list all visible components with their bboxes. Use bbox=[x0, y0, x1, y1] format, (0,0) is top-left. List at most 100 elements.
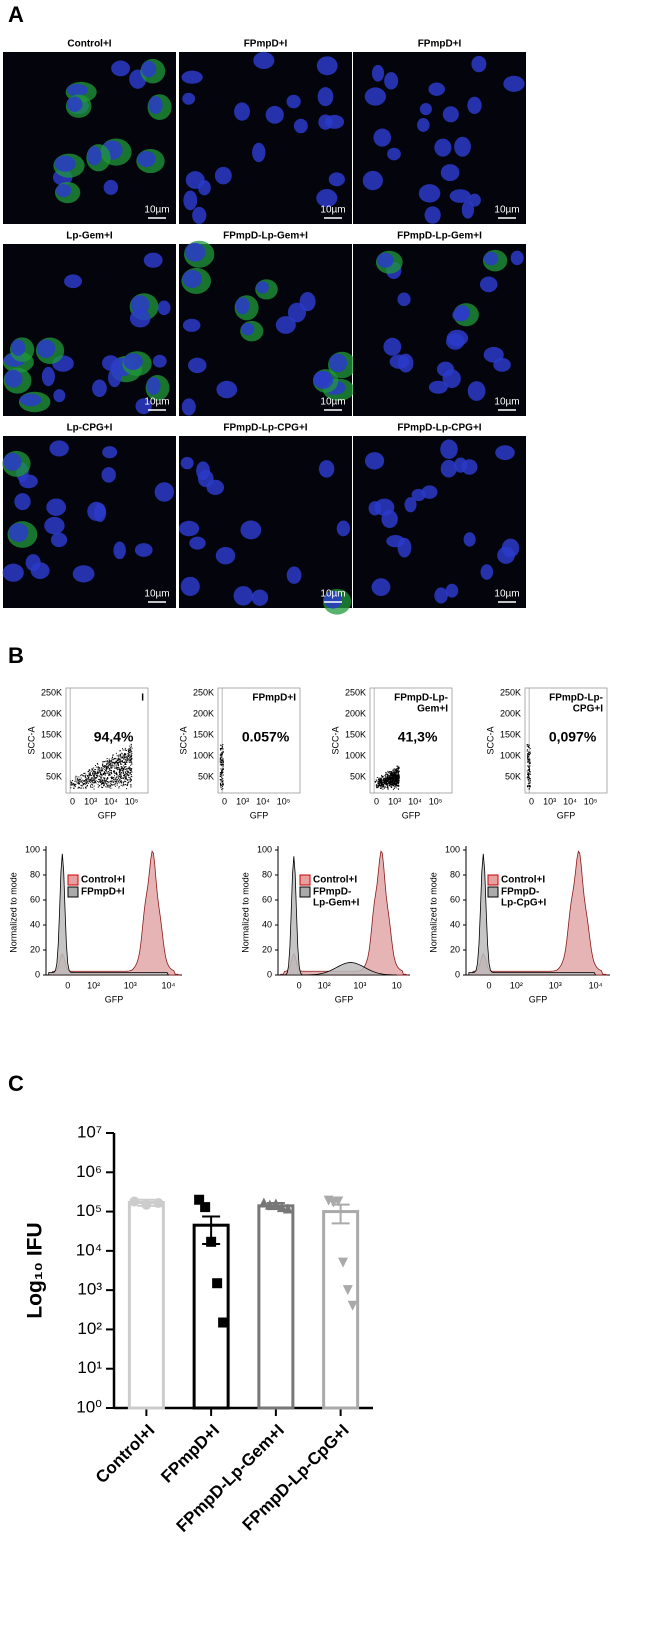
event bbox=[130, 769, 132, 771]
event bbox=[123, 773, 125, 775]
event bbox=[104, 769, 106, 771]
event bbox=[90, 784, 92, 786]
event bbox=[222, 744, 224, 746]
event bbox=[91, 777, 93, 779]
event bbox=[127, 767, 129, 769]
event bbox=[120, 777, 122, 779]
event bbox=[125, 777, 127, 779]
plot-frame bbox=[524, 687, 608, 794]
event bbox=[82, 775, 84, 777]
event bbox=[117, 775, 119, 777]
event bbox=[219, 783, 221, 785]
legend-label: FPmpD+I bbox=[81, 887, 125, 898]
event bbox=[391, 777, 393, 779]
nucleus bbox=[467, 96, 482, 115]
event bbox=[120, 763, 122, 765]
event bbox=[88, 775, 90, 777]
event bbox=[528, 762, 530, 764]
control-histogram bbox=[280, 850, 409, 976]
event bbox=[103, 784, 105, 786]
event bbox=[221, 785, 223, 787]
event bbox=[107, 777, 109, 779]
data-point bbox=[258, 1197, 269, 1208]
event bbox=[93, 788, 95, 790]
event bbox=[93, 779, 95, 781]
nucleus bbox=[182, 269, 202, 288]
event bbox=[74, 781, 76, 783]
event bbox=[121, 763, 123, 765]
event bbox=[101, 769, 103, 771]
event bbox=[124, 766, 126, 768]
event bbox=[397, 773, 399, 775]
event bbox=[386, 772, 388, 774]
event bbox=[89, 773, 91, 775]
event bbox=[123, 782, 125, 784]
y-tick-label: 100K bbox=[500, 750, 521, 760]
event bbox=[122, 767, 124, 769]
event bbox=[526, 745, 528, 747]
event bbox=[391, 776, 393, 778]
event bbox=[527, 759, 529, 761]
nucleus bbox=[371, 64, 385, 82]
event bbox=[396, 770, 398, 772]
event bbox=[394, 774, 396, 776]
event bbox=[397, 781, 399, 783]
event bbox=[384, 786, 386, 788]
event bbox=[386, 780, 388, 782]
event bbox=[222, 748, 224, 750]
event bbox=[105, 786, 107, 788]
event bbox=[220, 771, 222, 773]
event bbox=[397, 766, 399, 768]
event bbox=[98, 781, 100, 783]
nucleus bbox=[374, 498, 395, 516]
event bbox=[96, 773, 98, 775]
event bbox=[92, 778, 94, 780]
event bbox=[397, 778, 399, 780]
event bbox=[125, 762, 127, 764]
event bbox=[98, 778, 100, 780]
event bbox=[120, 780, 122, 782]
event bbox=[85, 787, 87, 789]
nucleus bbox=[19, 393, 42, 407]
event bbox=[391, 782, 393, 784]
event bbox=[105, 767, 107, 769]
event bbox=[389, 774, 391, 776]
event bbox=[85, 778, 87, 780]
event bbox=[78, 783, 80, 785]
nucleus bbox=[251, 589, 269, 606]
event bbox=[118, 771, 120, 773]
event bbox=[381, 780, 383, 782]
y-tick-label: 10³ bbox=[77, 1280, 102, 1299]
event bbox=[389, 782, 391, 784]
event bbox=[219, 760, 221, 762]
event bbox=[130, 743, 132, 745]
event bbox=[84, 780, 86, 782]
nucleus bbox=[436, 361, 455, 377]
event bbox=[97, 766, 99, 768]
event bbox=[105, 779, 107, 781]
bar bbox=[257, 1204, 295, 1410]
event bbox=[110, 783, 112, 785]
nucleus bbox=[102, 446, 118, 459]
event bbox=[390, 787, 392, 789]
event bbox=[77, 787, 79, 789]
event bbox=[99, 771, 101, 773]
event bbox=[387, 782, 389, 784]
event bbox=[93, 773, 95, 775]
event bbox=[108, 775, 110, 777]
event bbox=[391, 784, 393, 786]
event bbox=[85, 775, 87, 777]
event bbox=[130, 752, 132, 754]
event bbox=[398, 775, 400, 777]
event bbox=[124, 747, 126, 749]
nucleus bbox=[483, 251, 499, 266]
nucleus bbox=[493, 357, 511, 372]
event bbox=[110, 760, 112, 762]
event bbox=[115, 761, 117, 763]
event bbox=[529, 777, 531, 779]
event bbox=[397, 768, 399, 770]
event bbox=[122, 783, 124, 785]
event bbox=[529, 762, 531, 764]
nucleus bbox=[252, 142, 266, 163]
event bbox=[395, 772, 397, 774]
